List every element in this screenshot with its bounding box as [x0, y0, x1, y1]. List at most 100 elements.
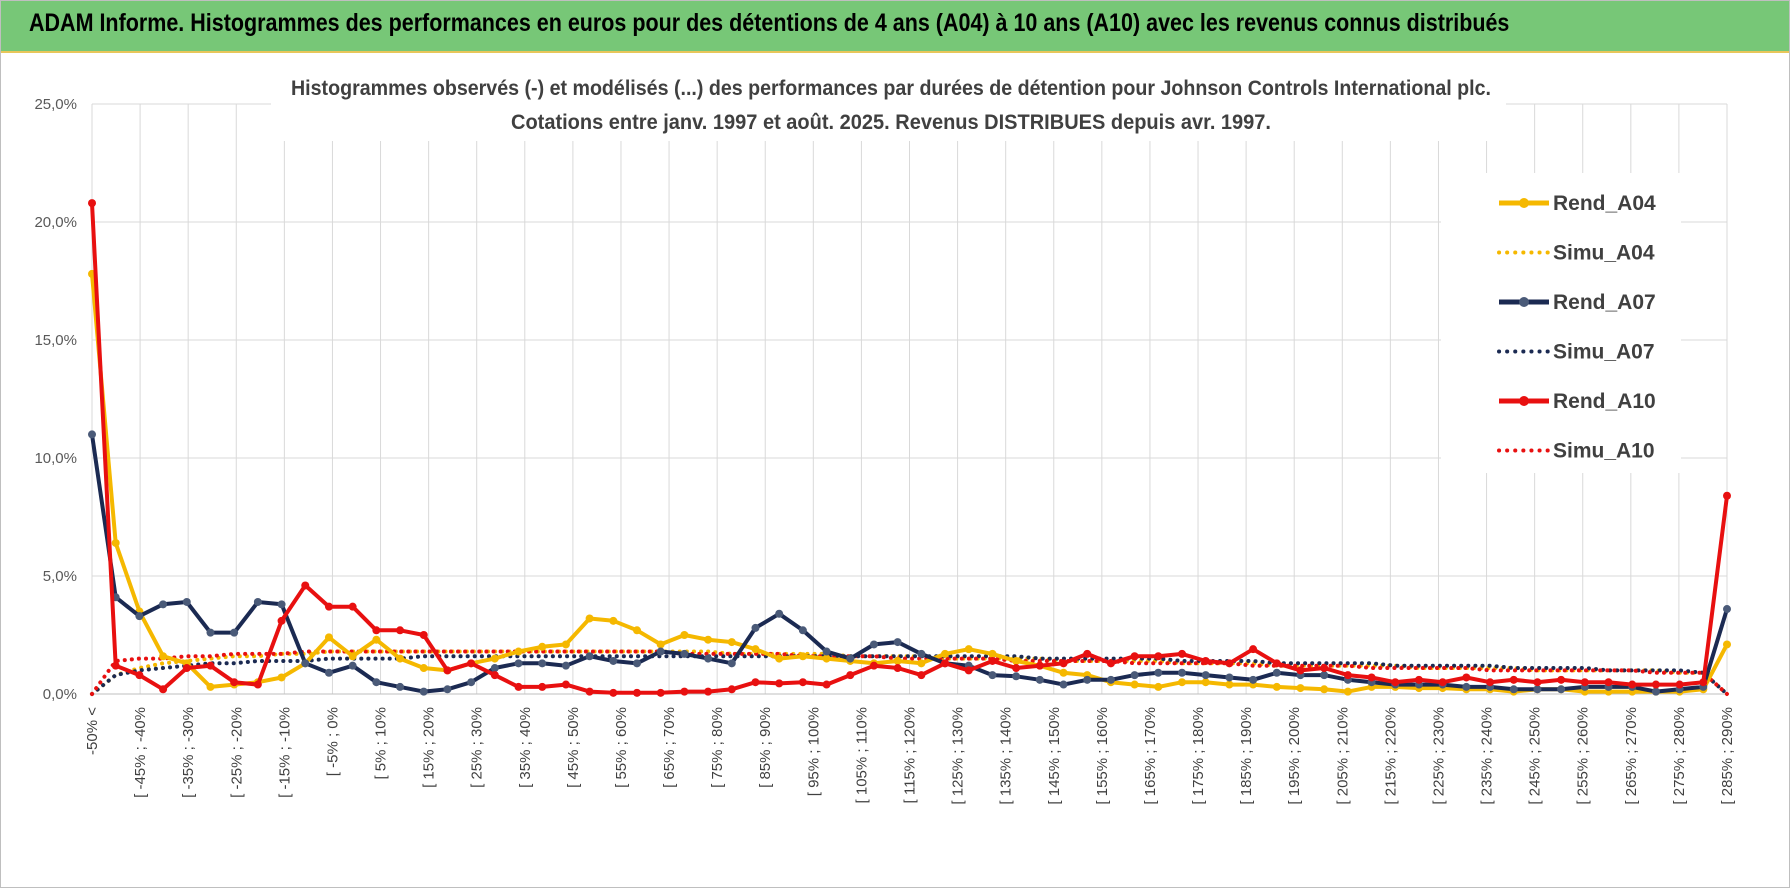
legend-label: Simu_A07: [1553, 341, 1655, 364]
x-tick-label: [ 65% ; 70%: [661, 707, 678, 788]
data-point: [893, 638, 902, 647]
legend-label: Simu_A10: [1553, 440, 1655, 463]
data-point: [1012, 656, 1021, 665]
x-tick-label: [ 115% ; 120%: [902, 707, 919, 803]
series-line: [90, 649, 1729, 696]
data-point: [822, 680, 831, 689]
data-point: [727, 638, 736, 647]
data-point: [514, 682, 523, 691]
data-point: [798, 678, 807, 687]
data-point: [1083, 675, 1092, 684]
x-tick-label: [ 245% ; 250%: [1527, 707, 1544, 805]
data-point: [1083, 649, 1092, 658]
y-tick-label: 5,0%: [43, 568, 77, 585]
data-point: [111, 538, 120, 547]
y-tick-label: 0,0%: [43, 686, 77, 703]
data-point: [988, 671, 997, 680]
data-point: [1059, 668, 1068, 677]
series-line: [90, 434, 1729, 694]
data-point: [159, 600, 168, 609]
header-title: ADAM Informe. Histogrammes des performan…: [29, 9, 1510, 37]
data-point: [1628, 680, 1637, 689]
chart-subtitle: Cotations entre janv. 1997 et août. 2025…: [511, 111, 1271, 134]
legend-label: Simu_A04: [1553, 242, 1655, 265]
data-point: [704, 654, 713, 663]
x-tick-label: [ 185% ; 190%: [1238, 707, 1255, 805]
data-point: [1343, 687, 1352, 696]
data-point: [1154, 668, 1163, 677]
data-point: [88, 430, 96, 439]
data-point: [1320, 664, 1329, 673]
data-point: [1106, 659, 1115, 668]
x-tick-label: [ -5% ; 0%: [324, 707, 341, 776]
x-tick-label: [ 45% ; 50%: [565, 707, 582, 788]
y-tick-label: 15,0%: [34, 332, 77, 349]
data-point: [538, 682, 547, 691]
data-point: [917, 659, 926, 668]
series-Simu_A07: [90, 654, 1729, 696]
data-point: [1675, 680, 1684, 689]
data-point: [704, 687, 713, 696]
data-point: [1296, 666, 1305, 675]
data-point: [633, 626, 641, 635]
data-point: [633, 688, 641, 697]
data-point: [1249, 645, 1258, 654]
data-point: [396, 626, 405, 635]
data-point: [917, 671, 926, 680]
series-line: [90, 273, 1729, 694]
x-tick-label: [ 265% ; 270%: [1623, 707, 1640, 805]
data-point: [301, 581, 310, 590]
data-point: [585, 687, 594, 696]
data-point: [941, 659, 950, 668]
data-point: [206, 661, 215, 670]
data-point: [1178, 678, 1186, 687]
series-line: [90, 649, 1729, 696]
data-point: [561, 680, 570, 689]
data-point: [324, 602, 333, 611]
data-point: [775, 609, 784, 618]
x-tick-label: -50% <: [84, 707, 101, 755]
data-point: [1533, 678, 1542, 687]
legend-label: Rend_A07: [1553, 291, 1656, 314]
data-point: [1272, 659, 1281, 668]
series-layer: [88, 199, 1731, 697]
data-point: [1106, 675, 1115, 684]
data-point: [419, 687, 428, 696]
data-point: [443, 685, 452, 694]
series-Simu_A10: [90, 649, 1729, 696]
data-point: [1130, 680, 1139, 689]
data-point: [372, 678, 381, 687]
data-point: [751, 645, 760, 654]
data-point: [1154, 682, 1163, 691]
data-point: [348, 652, 357, 661]
x-tick-label: [ 75% ; 80%: [709, 707, 726, 788]
data-point: [1201, 671, 1210, 680]
data-point: [869, 640, 878, 649]
data-point: [182, 597, 191, 606]
data-point: [964, 666, 973, 675]
data-point: [988, 649, 997, 658]
x-tick-label: [ 105% ; 110%: [853, 707, 870, 803]
x-tick-label: [ 225% ; 230%: [1430, 707, 1447, 805]
data-point: [1651, 687, 1660, 696]
x-tick-label: [ 285% ; 290%: [1719, 707, 1736, 805]
data-point: [206, 628, 215, 637]
legend-marker: [1519, 297, 1529, 307]
legend-box: [1441, 173, 1681, 473]
data-point: [941, 649, 950, 658]
x-tick-label: [ 205% ; 210%: [1334, 707, 1351, 805]
data-point: [253, 680, 262, 689]
data-point: [490, 671, 499, 680]
data-point: [1320, 685, 1329, 694]
data-point: [1486, 678, 1495, 687]
data-point: [1723, 491, 1731, 500]
x-tick-label: [ 155% ; 160%: [1094, 707, 1111, 805]
data-point: [1509, 685, 1518, 694]
data-point: [396, 682, 405, 691]
y-tick-label: 10,0%: [34, 450, 77, 467]
data-point: [633, 659, 641, 668]
data-point: [301, 659, 310, 668]
data-point: [1604, 678, 1613, 687]
